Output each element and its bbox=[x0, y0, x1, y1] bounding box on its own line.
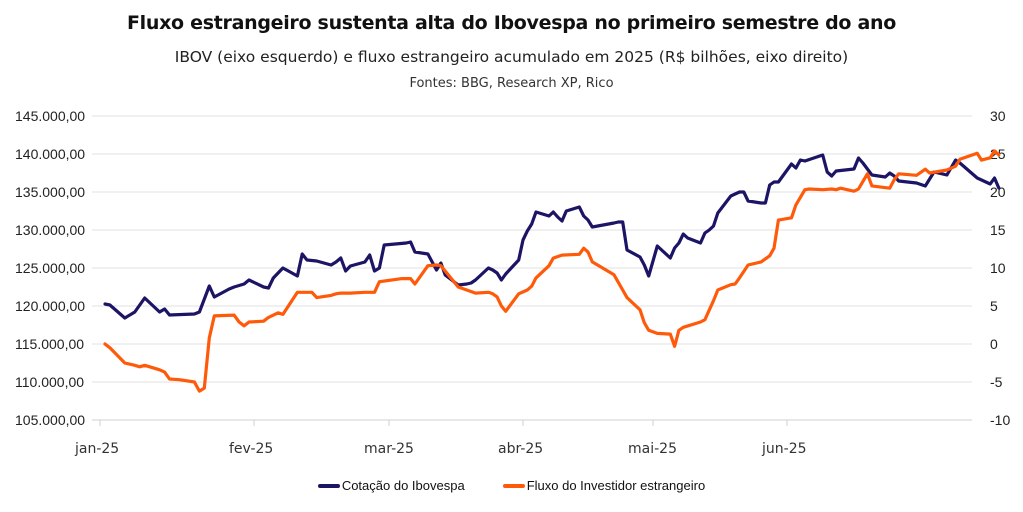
y-right-tick-label: 15 bbox=[990, 222, 1006, 238]
x-tick-label: abr-25 bbox=[498, 441, 543, 457]
legend-swatch-ibovespa bbox=[317, 483, 340, 488]
legend-label-ibovespa: Cotação do Ibovespa bbox=[341, 478, 465, 493]
y-left-tick-label: 145.000,00 bbox=[15, 108, 85, 124]
chart-source: Fontes: BBG, Research XP, Rico bbox=[409, 76, 614, 91]
y-right-tick-label: 20 bbox=[990, 184, 1006, 200]
x-tick-label: mai-25 bbox=[628, 441, 677, 457]
y-right-tick-label: 0 bbox=[990, 336, 998, 352]
y-right-tick-label: -5 bbox=[990, 374, 1003, 390]
series-lines bbox=[103, 149, 1001, 393]
series-line-ibovespa bbox=[103, 153, 1001, 320]
x-tick-label: mar-25 bbox=[364, 441, 414, 457]
y-right-tick-label: 30 bbox=[990, 108, 1006, 124]
y-left-tick-label: 135.000,00 bbox=[15, 184, 85, 200]
legend-item-ibovespa: Cotação do Ibovespa bbox=[317, 478, 465, 493]
x-tick-label: jan-25 bbox=[74, 441, 119, 457]
series-line-fluxo bbox=[103, 149, 1001, 393]
y-left-tick-label: 105.000,00 bbox=[15, 412, 85, 428]
y-left-tick-label: 125.000,00 bbox=[15, 260, 85, 276]
y-left-tick-label: 115.000,00 bbox=[15, 336, 84, 352]
x-axis: jan-25 fev-25 mar-25 abr-25 mai-25 jun-25 bbox=[74, 420, 807, 457]
y-right-tick-label: -10 bbox=[990, 412, 1010, 428]
x-tick-label: jun-25 bbox=[761, 441, 807, 457]
legend-swatch-fluxo bbox=[502, 483, 525, 488]
y-left-tick-label: 120.000,00 bbox=[15, 298, 85, 314]
y-axis-left: 145.000,00 140.000,00 135.000,00 130.000,00… bbox=[15, 108, 85, 428]
y-left-tick-label: 130.000,00 bbox=[15, 222, 85, 238]
y-right-tick-label: 10 bbox=[990, 260, 1006, 276]
legend: Cotação do Ibovespa Fluxo do Investidor … bbox=[0, 478, 1023, 493]
y-left-tick-label: 110.000,00 bbox=[15, 374, 84, 390]
legend-label-fluxo: Fluxo do Investidor estrangeiro bbox=[526, 478, 706, 493]
x-tick-label: fev-25 bbox=[229, 441, 273, 457]
chart-title: Fluxo estrangeiro sustenta alta do Ibove… bbox=[126, 12, 897, 34]
y-right-tick-label: 5 bbox=[990, 298, 998, 314]
legend-item-fluxo: Fluxo do Investidor estrangeiro bbox=[502, 478, 706, 493]
gridlines bbox=[92, 115, 972, 421]
chart-subtitle: IBOV (eixo esquerdo) e fluxo estrangeiro… bbox=[174, 48, 849, 66]
y-left-tick-label: 140.000,00 bbox=[15, 146, 85, 162]
